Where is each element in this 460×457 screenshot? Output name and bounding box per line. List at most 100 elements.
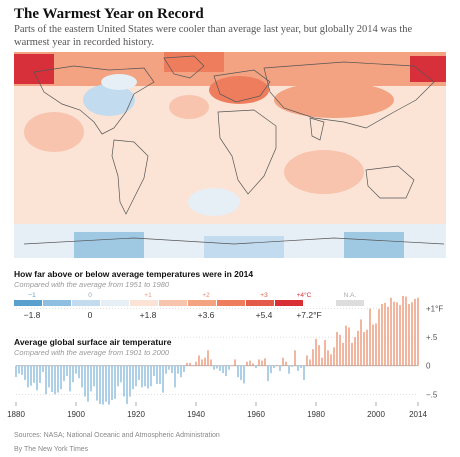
legend-heading: How far above or below average temperatu… (14, 269, 254, 279)
bar-1938 (189, 362, 191, 366)
bar-1891 (48, 365, 50, 388)
bar-1948 (219, 365, 221, 371)
bar-1894 (57, 365, 59, 393)
bar-1952 (231, 365, 233, 367)
indian-ocean-warm (284, 150, 364, 194)
eastern-us-cool (83, 84, 135, 116)
coastlines (23, 55, 445, 245)
bar-1916 (123, 365, 125, 397)
bar-1943 (204, 357, 206, 366)
bar-2014 (417, 297, 419, 366)
pacific-warm (24, 112, 84, 152)
antarctic-cool-2 (204, 236, 284, 258)
legend-swatch (130, 300, 158, 306)
bar-1886 (33, 365, 35, 383)
bar-2007 (396, 302, 398, 366)
bar-1942 (201, 359, 203, 366)
chart-subtitle: Compared with the average from 1901 to 2… (14, 348, 170, 357)
legend-swatch (72, 300, 100, 306)
bar-1999 (372, 324, 374, 366)
bar-1968 (279, 365, 281, 371)
north-atlantic-warm (169, 95, 209, 119)
legend-swatch (217, 300, 245, 306)
legend-c-label: N.A. (343, 292, 357, 299)
bar-1925 (150, 365, 152, 387)
bar-1911 (108, 365, 110, 405)
bar-1969 (282, 357, 284, 366)
bar-1930 (165, 365, 167, 374)
bar-1994 (357, 330, 359, 366)
bar-1955 (240, 365, 242, 380)
bar-1975 (300, 365, 302, 368)
legend-c-label: −1 (28, 292, 36, 299)
bar-1989 (342, 342, 344, 366)
australia-outline (365, 165, 415, 199)
bar-1901 (78, 365, 80, 379)
legend-swatch (159, 300, 187, 306)
antarctic-cool-3 (344, 232, 404, 258)
legend-c-label: +1 (144, 292, 152, 299)
bar-1899 (72, 365, 74, 383)
bar-1984 (327, 350, 329, 366)
legend-swatch (14, 300, 42, 306)
bar-1906 (93, 365, 95, 387)
bar-1927 (156, 365, 158, 384)
india-outline (309, 117, 325, 141)
x-tick-label: 1920 (127, 410, 145, 419)
bar-2009 (402, 296, 404, 366)
legend-f-label: +3.6 (197, 310, 215, 320)
legend-f-label: +1.8 (139, 310, 157, 320)
x-tick-label: 2000 (367, 410, 385, 419)
bar-1970 (285, 361, 287, 366)
antarctic-cool-1 (74, 232, 144, 258)
legend-c-label: +3 (260, 292, 268, 299)
bar-1912 (111, 365, 113, 400)
bar-1903 (84, 365, 86, 397)
bar-2002 (381, 304, 383, 366)
bar-1982 (321, 357, 323, 366)
bar-1923 (144, 365, 146, 387)
europe-outline (213, 69, 271, 103)
bar-1945 (210, 359, 212, 366)
bar-1974 (297, 365, 299, 371)
legend-c-label: 0 (88, 292, 92, 299)
bar-1979 (312, 349, 314, 366)
bar-1980 (315, 338, 317, 366)
bar-1967 (276, 365, 278, 366)
bar-1981 (318, 345, 320, 366)
bar-1909 (102, 365, 104, 405)
legend-swatch (188, 300, 216, 306)
y-tick-label: −.5 (426, 390, 438, 399)
bar-1978 (309, 359, 311, 366)
bar-1972 (291, 365, 293, 367)
north-america-outline (33, 65, 155, 135)
source-note: Sources: NASA; National Oceanic and Atmo… (14, 432, 220, 439)
bar-1947 (216, 365, 218, 369)
legend-f-label: +7.2°F (296, 310, 322, 320)
page-title: The Warmest Year on Record (14, 6, 204, 22)
bar-1892 (51, 365, 53, 392)
bar-1985 (330, 354, 332, 366)
bar-1904 (87, 365, 89, 402)
bar-2004 (387, 306, 389, 366)
siberia-hot (410, 56, 446, 82)
bar-1910 (105, 365, 107, 402)
bar-1928 (159, 365, 161, 384)
bar-1962 (261, 360, 263, 366)
bar-1889 (42, 365, 44, 372)
bar-1939 (192, 365, 194, 366)
legend-swatch (101, 300, 129, 306)
bar-1914 (117, 365, 119, 387)
credit-note: By The New York Times (14, 446, 89, 453)
bar-1881 (18, 365, 20, 374)
bar-1913 (114, 365, 116, 399)
alaska-hot (14, 54, 54, 84)
bar-2008 (399, 305, 401, 366)
bar-1918 (129, 365, 131, 397)
bar-1885 (30, 365, 32, 386)
africa-outline (217, 109, 277, 195)
page-subtitle: Parts of the eastern United States were … (14, 24, 413, 48)
greenland-outline (163, 55, 205, 79)
bar-2000 (375, 323, 377, 366)
bar-1929 (162, 365, 164, 393)
